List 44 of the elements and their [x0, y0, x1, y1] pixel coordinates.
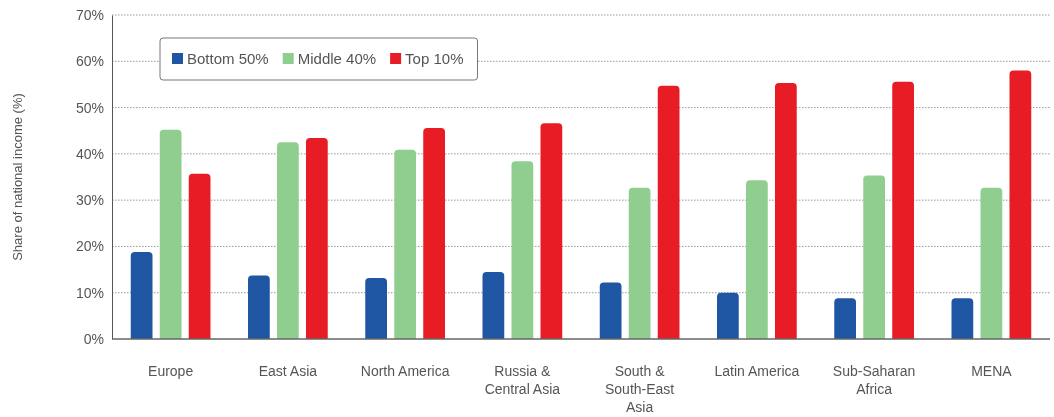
bar [863, 175, 885, 339]
bar [188, 173, 211, 339]
y-tick-label: 0% [83, 330, 104, 347]
bar [717, 292, 739, 339]
bar [775, 83, 797, 339]
bar [540, 123, 563, 339]
bar [277, 142, 299, 339]
bar [599, 282, 622, 339]
bar [746, 180, 768, 339]
bar [482, 271, 505, 339]
x-tick-label: Sub-Saharan Africa [832, 363, 916, 397]
x-tick-label: Europe [148, 363, 194, 379]
x-tick-label: Latin America [714, 363, 800, 379]
legend-label: Middle 40% [297, 50, 377, 67]
bar [248, 275, 270, 339]
bar [628, 187, 651, 339]
bar [394, 149, 416, 339]
y-tick-label: 70% [75, 6, 104, 23]
bar [511, 161, 534, 339]
bar [980, 187, 1003, 339]
x-tick-label: East Asia [258, 363, 318, 379]
bar [423, 127, 445, 339]
bar [1009, 70, 1032, 339]
bar [365, 277, 387, 339]
y-tick-label: 10% [75, 284, 104, 301]
bar [159, 129, 182, 339]
x-tick-label: South & South-East Asia [604, 363, 675, 415]
y-tick-label: 40% [75, 145, 104, 162]
bar [892, 81, 914, 339]
bar [657, 85, 680, 339]
y-tick-label: 20% [75, 238, 104, 255]
bar [130, 251, 153, 339]
legend-label: Top 10% [405, 50, 464, 67]
bar [834, 298, 856, 339]
y-tick-label: 60% [75, 53, 104, 70]
y-tick-label: 50% [75, 99, 104, 116]
x-tick-label: Russia & Central Asia [484, 363, 561, 397]
y-tick-label: 30% [75, 192, 104, 209]
y-axis-title: Share of national income (%) [10, 93, 25, 261]
bar [306, 138, 328, 339]
bar [951, 298, 974, 339]
x-tick-label: MENA [971, 363, 1013, 379]
x-tick-label: North America [360, 363, 450, 379]
legend-label: Bottom 50% [187, 50, 269, 67]
